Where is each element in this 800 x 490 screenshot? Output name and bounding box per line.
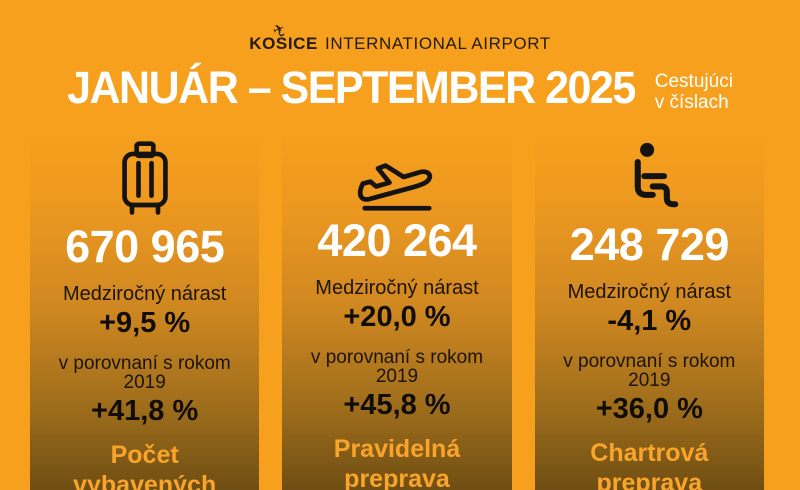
stat-column-charter-transport: 248 729 Medziročný nárast -4,1 % v porov…	[534, 130, 764, 490]
stat-column-scheduled-transport: 420 264 Medziročný nárast +20,0 % v poro…	[282, 130, 512, 490]
vs-2019-value: +41,8 %	[91, 395, 199, 427]
yoy-growth-label: Medziročný nárast	[62, 283, 227, 305]
yoy-growth-value: +20,0 %	[343, 301, 451, 333]
vs-2019-label: v porovnaní s rokom 2019	[310, 347, 484, 387]
stat-value: 670 965	[65, 221, 225, 272]
yoy-growth-value: -4,1 %	[607, 305, 692, 337]
vs-2019-value: +36,0 %	[595, 393, 703, 425]
logo-city-label: KOŠICE	[249, 34, 318, 53]
stat-columns: 670 965 Medziročný nárast +9,5 % v porov…	[30, 130, 764, 490]
stat-value: 248 729	[569, 219, 730, 270]
stat-value: 420 264	[317, 215, 477, 266]
yoy-growth-value: +9,5 %	[99, 307, 191, 339]
logo-airport-label: INTERNATIONAL AIRPORT	[325, 34, 551, 53]
subtitle-line-2: v číslach	[654, 92, 729, 114]
subtitle-line-1: Cestujúci	[654, 71, 733, 92]
subtitle: Cestujúci v číslach	[655, 71, 733, 114]
vs-2019-label: v porovnaní s rokom 2019	[58, 353, 231, 393]
category-label: Pravidelná preprava	[333, 435, 461, 490]
page-title: JANUÁR – SEPTEMBER 2025	[67, 62, 636, 114]
seated-person-icon	[619, 140, 679, 216]
title-row: JANUÁR – SEPTEMBER 2025 Cestujúci v čísl…	[0, 62, 800, 114]
vs-2019-label: v porovnaní s rokom 2019	[563, 351, 736, 391]
vs-2019-value: +45,8 %	[343, 389, 451, 421]
category-label: Chartrová preprava	[590, 439, 709, 490]
plane-takeoff-icon	[351, 140, 443, 212]
stat-column-handled-passengers: 670 965 Medziročný nárast +9,5 % v porov…	[30, 130, 260, 490]
airport-logo: ✈ KOŠICE INTERNATIONAL AIRPORT	[0, 19, 800, 54]
airport-logo-name: ✈ KOŠICE	[249, 19, 318, 54]
yoy-growth-label: Medziročný nárast	[567, 281, 732, 303]
yoy-growth-label: Medziročný nárast	[315, 277, 479, 299]
luggage-icon	[117, 140, 173, 218]
category-label: Počet vybavených cestujúcich	[73, 441, 217, 490]
